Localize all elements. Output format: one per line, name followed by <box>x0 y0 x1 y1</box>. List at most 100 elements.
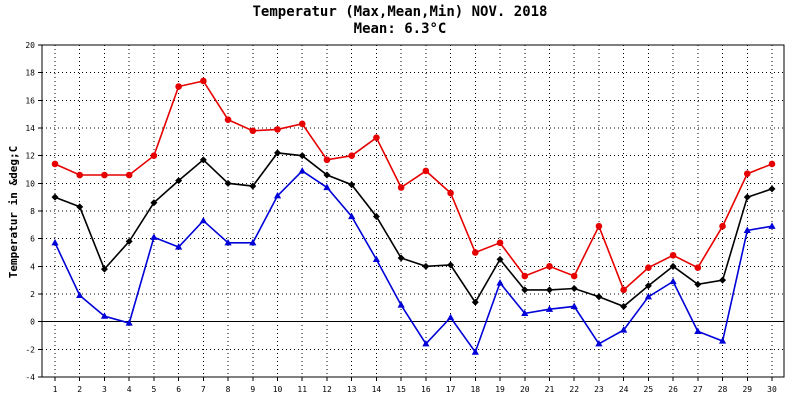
series-line-mean <box>54 152 773 308</box>
point-mean <box>743 193 751 201</box>
point-min <box>768 222 776 229</box>
x-tick-label: 23 <box>594 385 604 394</box>
point-mean <box>175 177 183 185</box>
x-tick-label: 10 <box>273 385 283 394</box>
point-mean <box>570 284 578 292</box>
point-mean <box>76 203 84 211</box>
y-tick-label: 8 <box>30 207 35 216</box>
point-min <box>100 312 109 319</box>
x-tick-label: 29 <box>742 385 752 394</box>
grid <box>42 45 784 377</box>
point-min <box>323 183 331 191</box>
point-max <box>200 77 207 85</box>
point-min <box>397 301 405 308</box>
y-tick-label: 18 <box>25 69 35 78</box>
x-tick-label: 17 <box>446 385 456 394</box>
point-mean <box>595 293 603 301</box>
point-mean <box>496 255 504 263</box>
point-mean <box>274 149 282 157</box>
point-max <box>125 171 133 179</box>
point-max <box>51 160 59 168</box>
chart-title: Temperatur (Max,Mean,Min) NOV. 2018 <box>252 4 548 20</box>
point-min <box>298 167 306 174</box>
y-tick-label: 10 <box>25 179 35 188</box>
point-mean <box>620 302 628 310</box>
point-min <box>224 239 232 246</box>
x-tick-label: 13 <box>347 385 357 394</box>
series-line-max <box>54 80 773 292</box>
point-min <box>446 313 455 321</box>
point-mean <box>694 280 702 288</box>
x-tick-label: 2 <box>77 385 82 394</box>
point-min <box>595 340 603 347</box>
point-min <box>372 255 381 263</box>
point-min <box>620 326 628 333</box>
y-tick-label: 20 <box>25 41 35 50</box>
y-tick-label: -4 <box>25 373 35 382</box>
point-mean <box>422 262 430 270</box>
point-min <box>496 279 504 286</box>
axes <box>38 44 785 381</box>
x-tick-label: 15 <box>396 385 406 394</box>
point-max <box>743 170 751 177</box>
x-tick-label: 28 <box>718 385 728 394</box>
point-min <box>669 277 677 285</box>
point-min <box>422 340 430 347</box>
point-min <box>175 243 183 250</box>
point-max <box>76 171 84 179</box>
x-tick-label: 9 <box>250 385 255 394</box>
x-tick-label: 16 <box>421 385 431 394</box>
point-max <box>101 171 108 179</box>
point-mean <box>372 213 380 221</box>
point-min <box>694 327 702 334</box>
point-min <box>125 319 133 326</box>
point-mean <box>719 276 727 284</box>
point-max <box>521 272 529 280</box>
point-mean <box>768 185 776 193</box>
point-min <box>150 233 158 240</box>
y-tick-label: 4 <box>30 262 35 271</box>
point-mean <box>224 179 232 187</box>
point-max <box>397 184 405 191</box>
point-max <box>570 272 578 280</box>
point-mean <box>397 254 405 262</box>
series-line-min <box>54 169 773 354</box>
point-min <box>199 216 207 224</box>
x-tick-label: 26 <box>668 385 678 394</box>
point-max <box>298 120 306 128</box>
point-max <box>496 239 504 247</box>
point-min <box>51 239 59 246</box>
point-mean <box>447 261 455 269</box>
point-min <box>718 337 727 344</box>
x-tick-label: 5 <box>151 385 156 394</box>
point-mean <box>100 265 108 273</box>
point-min <box>273 191 282 199</box>
y-tick-label: 2 <box>30 290 35 299</box>
x-tick-label: 7 <box>201 385 206 394</box>
point-mean <box>249 182 257 190</box>
point-mean <box>298 152 306 160</box>
point-min <box>545 305 554 312</box>
x-tick-label: 18 <box>470 385 480 394</box>
point-max <box>546 263 553 270</box>
point-max <box>645 264 652 272</box>
x-tick-label: 20 <box>520 385 530 394</box>
point-mean <box>545 286 553 294</box>
point-mean <box>669 262 677 270</box>
point-max <box>175 83 182 90</box>
point-min <box>348 212 356 220</box>
x-tick-label: 27 <box>693 385 703 394</box>
point-max <box>348 152 355 159</box>
point-max <box>224 116 232 123</box>
x-tick-label: 14 <box>372 385 382 394</box>
point-min <box>644 292 652 300</box>
point-min <box>471 348 479 355</box>
point-min <box>76 291 84 298</box>
x-tick-label: 21 <box>545 385 555 394</box>
point-max <box>472 249 479 256</box>
point-mean <box>323 171 331 179</box>
point-max <box>323 156 331 164</box>
point-min <box>743 226 751 233</box>
point-mean <box>150 199 158 207</box>
